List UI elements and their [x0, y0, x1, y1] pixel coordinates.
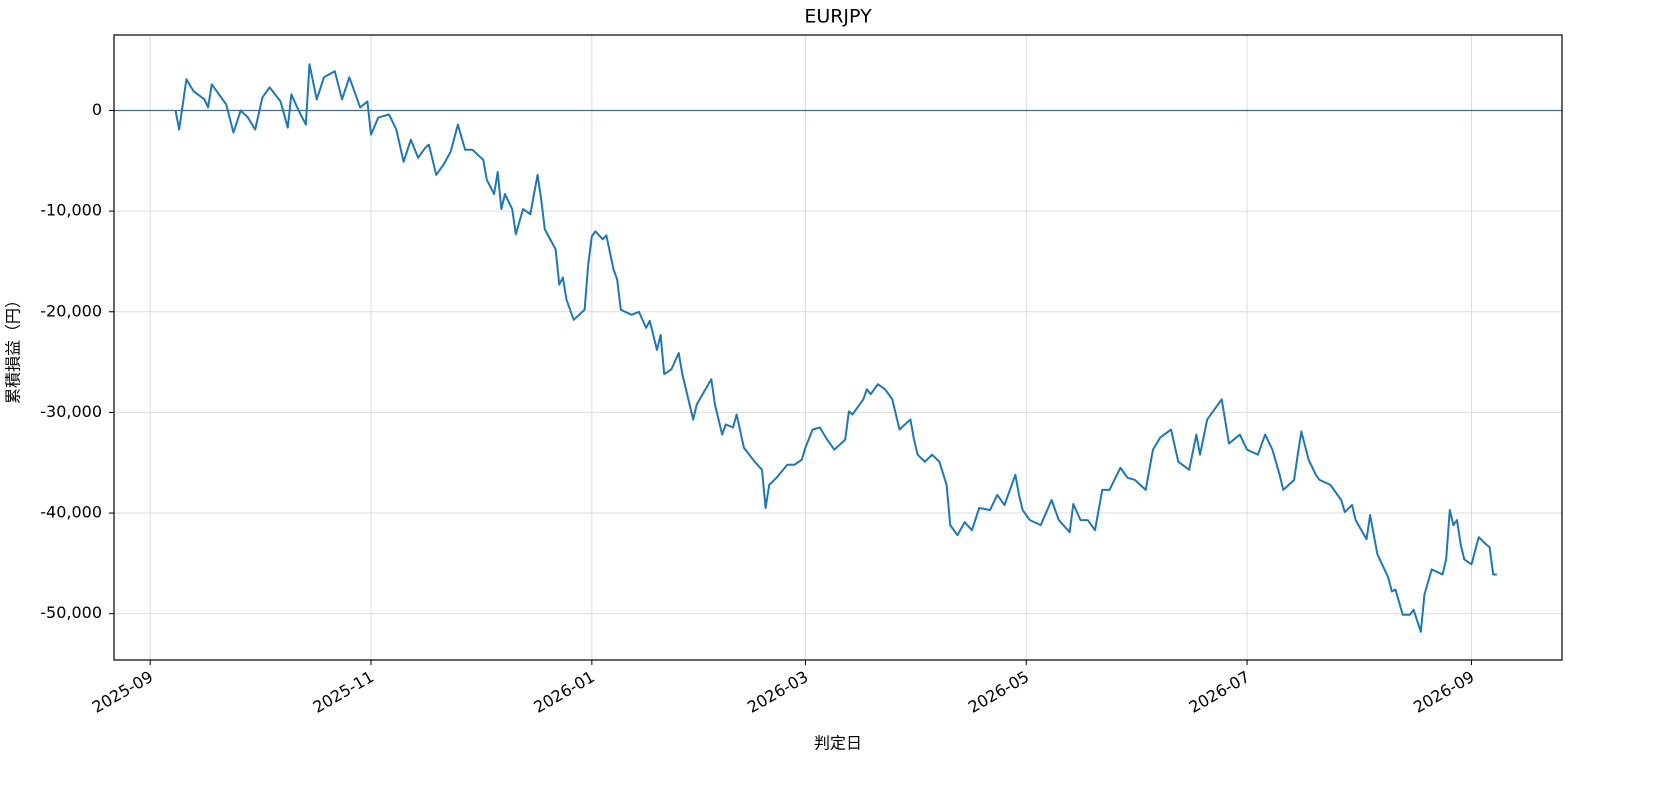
y-tick-label: -10,000	[40, 201, 102, 220]
x-tick-label: 2025-11	[310, 667, 377, 717]
y-tick-label: -20,000	[40, 301, 102, 320]
x-tick-label: 2026-09	[1410, 667, 1477, 717]
data-line	[174, 63, 1497, 633]
y-tick-label: 0	[92, 100, 102, 119]
y-axis-label: 累積損益（円）	[4, 292, 23, 404]
y-tick-label: -30,000	[40, 402, 102, 421]
x-axis-label: 判定日	[814, 734, 862, 753]
y-tick-label: -50,000	[40, 603, 102, 622]
plot-frame	[113, 34, 1563, 661]
y-tick-label: -40,000	[40, 503, 102, 522]
x-tick-label: 2025-09	[89, 667, 156, 717]
x-tick-label: 2026-03	[744, 667, 811, 717]
x-tick-label: 2026-01	[530, 667, 597, 717]
x-tick-label: 2026-07	[1186, 667, 1253, 717]
chart-title: EURJPY	[804, 6, 872, 28]
x-tick-label: 2026-05	[965, 667, 1032, 717]
